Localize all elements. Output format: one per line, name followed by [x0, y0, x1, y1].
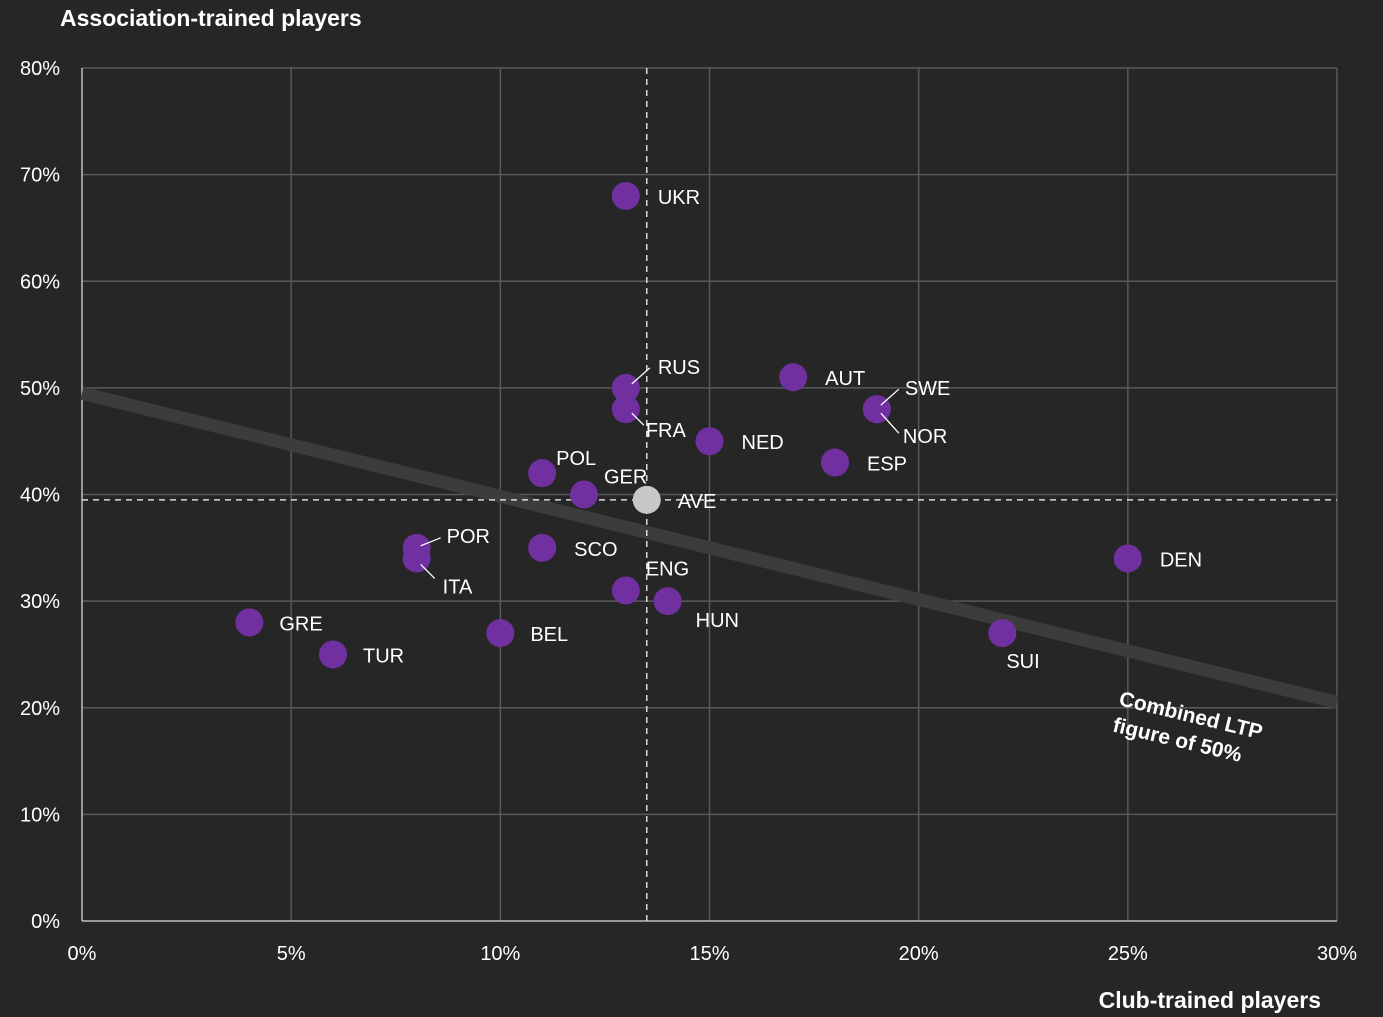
x-tick-label: 25%	[1108, 943, 1148, 965]
data-point	[653, 587, 682, 616]
point-label: SWE	[905, 378, 951, 400]
data-point	[779, 363, 808, 392]
x-tick-label: 20%	[899, 943, 939, 965]
leader-line	[880, 412, 900, 434]
point-label: NED	[742, 432, 784, 454]
point-label: FRA	[646, 420, 687, 442]
y-tick-label: 50%	[20, 378, 60, 400]
x-tick-label: 30%	[1317, 943, 1357, 965]
point-label: GRE	[279, 613, 322, 635]
leader-line	[880, 388, 900, 406]
data-point	[402, 544, 431, 573]
data-point	[611, 395, 640, 424]
point-label: POL	[556, 448, 596, 470]
y-axis-title: Association-trained players	[60, 5, 362, 31]
point-label: ITA	[443, 576, 473, 598]
point-label: SCO	[574, 539, 617, 561]
point-label: TUR	[363, 645, 404, 667]
point-label: RUS	[658, 357, 700, 379]
data-point	[695, 427, 724, 456]
point-label: ENG	[646, 558, 689, 580]
x-tick-label: 5%	[277, 943, 306, 965]
point-label: DEN	[1160, 549, 1202, 571]
y-tick-label: 70%	[20, 165, 60, 187]
point-label: UKR	[658, 187, 700, 209]
data-point	[570, 480, 598, 509]
leader-line	[631, 367, 651, 385]
leader-line	[420, 537, 441, 547]
y-tick-label: 10%	[20, 804, 60, 826]
y-tick-label: 40%	[20, 485, 60, 507]
point-label: BEL	[530, 624, 568, 646]
data-point	[611, 576, 640, 605]
y-tick-label: 30%	[20, 591, 60, 613]
y-tick-label: 60%	[20, 271, 60, 293]
point-label: HUN	[696, 610, 739, 632]
average-label: AVE	[678, 491, 717, 513]
x-tick-label: 15%	[689, 943, 729, 965]
data-point	[611, 373, 640, 402]
combined-ltp-line	[80, 386, 1339, 709]
point-label: GER	[604, 467, 647, 489]
point-label: ESP	[867, 454, 907, 476]
average-point	[632, 485, 661, 514]
y-tick-label: 80%	[20, 58, 60, 80]
leader-line	[420, 564, 436, 579]
data-point	[486, 619, 515, 648]
y-tick-label: 20%	[20, 698, 60, 720]
point-label: AUT	[825, 368, 865, 390]
data-point	[319, 640, 347, 669]
leader-line	[631, 412, 645, 426]
point-label: NOR	[903, 426, 947, 448]
point-label: SUI	[1006, 651, 1039, 673]
data-point	[1113, 544, 1142, 573]
y-tick-label: 0%	[31, 911, 60, 933]
data-point	[235, 608, 264, 637]
x-tick-label: 10%	[480, 943, 520, 965]
data-point	[528, 459, 557, 488]
data-point	[528, 533, 557, 562]
data-point	[988, 619, 1017, 648]
x-axis-title: Club-trained players	[1098, 987, 1321, 1013]
data-point	[821, 448, 849, 477]
data-point	[611, 181, 640, 210]
x-tick-label: 0%	[68, 943, 97, 965]
point-label: POR	[447, 526, 490, 548]
